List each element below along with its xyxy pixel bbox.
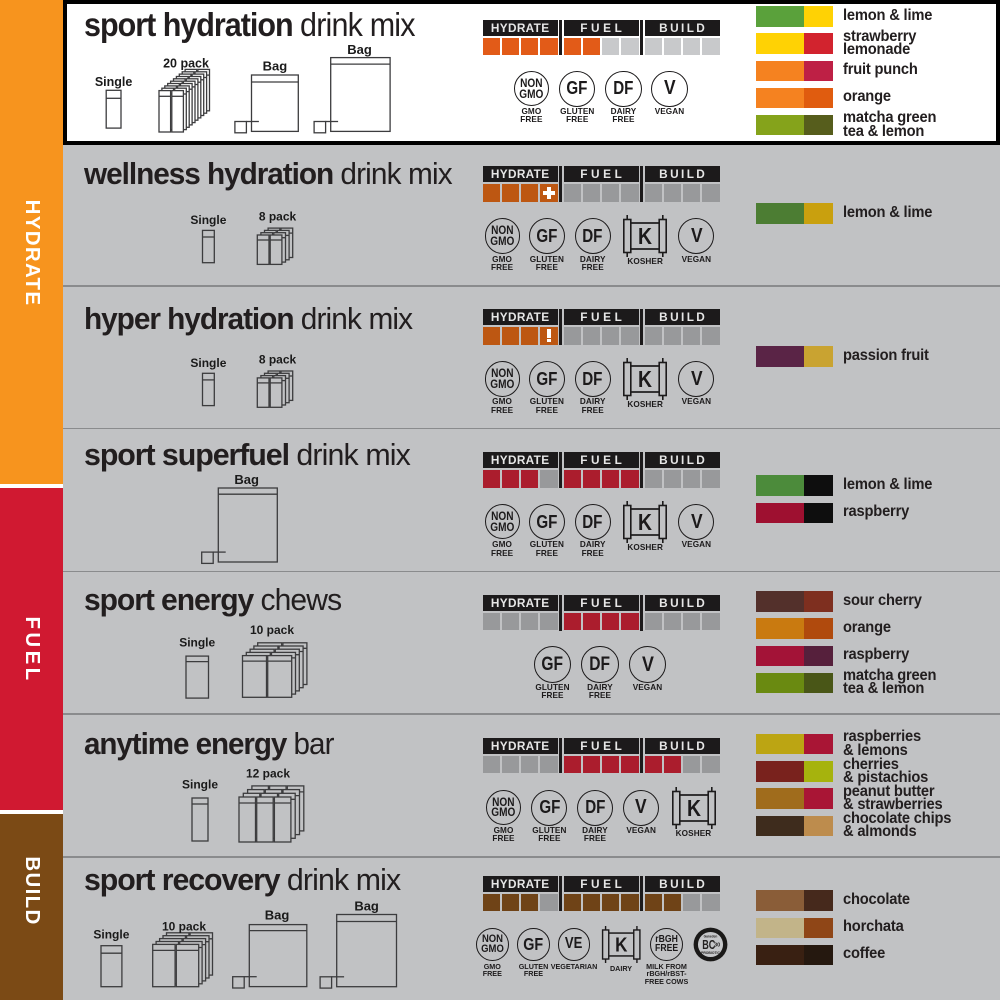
svg-text:Single: Single xyxy=(179,636,215,650)
svg-text:Single: Single xyxy=(93,928,129,942)
svg-text:K: K xyxy=(638,509,652,535)
svg-text:Bag: Bag xyxy=(354,899,379,914)
svg-text:Single: Single xyxy=(95,75,133,89)
svg-text:8 pack: 8 pack xyxy=(259,352,297,366)
svg-text:10 pack: 10 pack xyxy=(250,623,294,637)
svg-text:K: K xyxy=(687,795,701,821)
svg-text:Bag: Bag xyxy=(347,42,372,57)
svg-text:30: 30 xyxy=(714,943,720,949)
svg-text:12 pack: 12 pack xyxy=(246,767,290,781)
svg-text:Bag: Bag xyxy=(263,59,288,74)
svg-text:PROBIOTIC: PROBIOTIC xyxy=(701,951,720,955)
svg-text:Ganeden: Ganeden xyxy=(703,934,717,938)
svg-text:Single: Single xyxy=(190,356,226,370)
svg-text:K: K xyxy=(615,934,628,956)
svg-text:10 pack: 10 pack xyxy=(162,920,206,934)
svg-text:K: K xyxy=(638,366,652,392)
svg-text:8 pack: 8 pack xyxy=(259,210,297,224)
svg-text:Bag: Bag xyxy=(234,472,259,487)
svg-text:K: K xyxy=(638,223,652,249)
svg-text:20 pack: 20 pack xyxy=(163,57,209,71)
svg-text:Single: Single xyxy=(182,778,218,792)
svg-text:BC: BC xyxy=(702,938,715,952)
svg-text:Bag: Bag xyxy=(265,908,290,923)
svg-text:Single: Single xyxy=(190,213,226,227)
